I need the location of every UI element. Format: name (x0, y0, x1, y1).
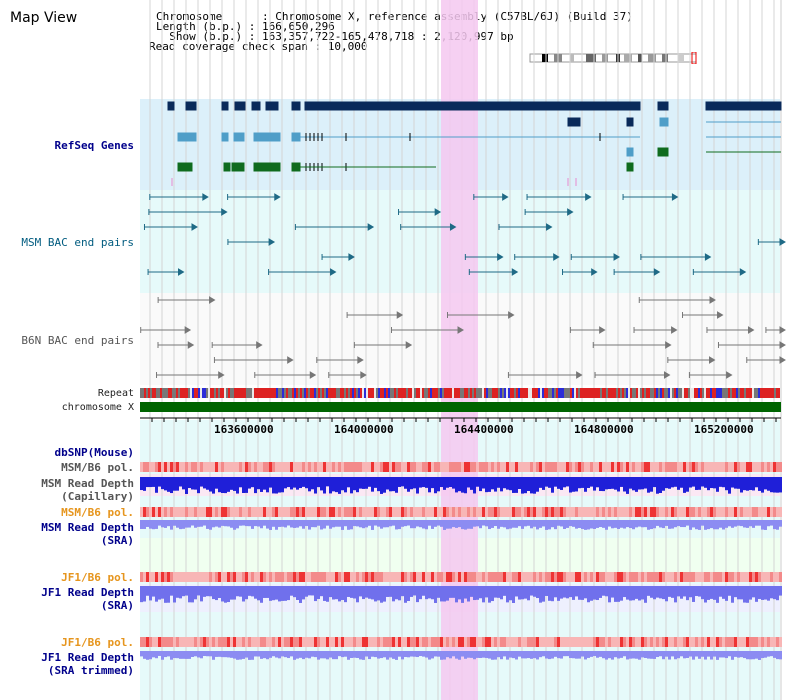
msm-bac-label[interactable]: MSM BAC end pairs (21, 236, 134, 249)
msm-b6-pol-label-1: MSM/B6 pol. (61, 461, 134, 474)
repeat-label: Repeat (97, 388, 134, 399)
page-title: Map View (10, 10, 78, 26)
msm-read-depth-sra-label: MSM Read Depth (41, 521, 134, 534)
jf1-b6-pol-track-1 (140, 572, 782, 582)
chromosome-bar (140, 402, 781, 412)
axis-tick-label: 163600000 (214, 423, 274, 436)
dbsnp-label[interactable]: dbSNP(Mouse) (54, 446, 134, 459)
jf1-sra-label: (SRA) (100, 599, 134, 612)
jf1-b6-pol-label-1: JF1/B6 pol. (61, 571, 134, 584)
refseq-genes-green (177, 147, 781, 172)
axis-tick-label: 164000000 (334, 423, 394, 436)
axis-tick-label: 164800000 (574, 423, 634, 436)
b6n-bac-pairs (140, 296, 786, 379)
axis-tick-label: 165200000 (694, 423, 754, 436)
msm-read-depth-capillary-track (140, 477, 782, 494)
msm-bac-pairs (143, 193, 786, 276)
capillary-label: (Capillary) (61, 490, 134, 503)
msm-b6-pol-track-1 (140, 462, 782, 472)
jf1-read-depth-trimmed-track (140, 651, 782, 660)
axis-tick-label: 164400000 (454, 423, 514, 436)
msm-b6-pol-track-2 (140, 507, 782, 517)
msm-b6-pol-label-2: MSM/B6 pol. (61, 506, 134, 519)
repeat-track (140, 388, 780, 398)
jf1-b6-pol-track-2 (140, 637, 782, 647)
sra-label: (SRA) (100, 534, 134, 547)
msm-read-depth-label: MSM Read Depth (41, 477, 134, 490)
sra-trimmed-label: (SRA trimmed) (47, 664, 134, 677)
jf1-read-depth-sra-label: JF1 Read Depth (41, 586, 134, 599)
jf1-read-depth-sra-track (140, 586, 782, 603)
b6n-bac-label[interactable]: B6N BAC end pairs (21, 334, 134, 347)
jf1-b6-pol-label-2: JF1/B6 pol. (61, 636, 134, 649)
highlight-region (441, 0, 478, 700)
refseq-genes-label[interactable]: RefSeq Genes (54, 139, 134, 152)
jf1-read-depth-trimmed-label: JF1 Read Depth (41, 651, 134, 664)
refseq-genes-mid (177, 117, 781, 157)
refseq-genes (167, 101, 782, 127)
msm-read-depth-sra-track (140, 520, 782, 530)
chromosome-label: chromosome X (61, 402, 134, 413)
